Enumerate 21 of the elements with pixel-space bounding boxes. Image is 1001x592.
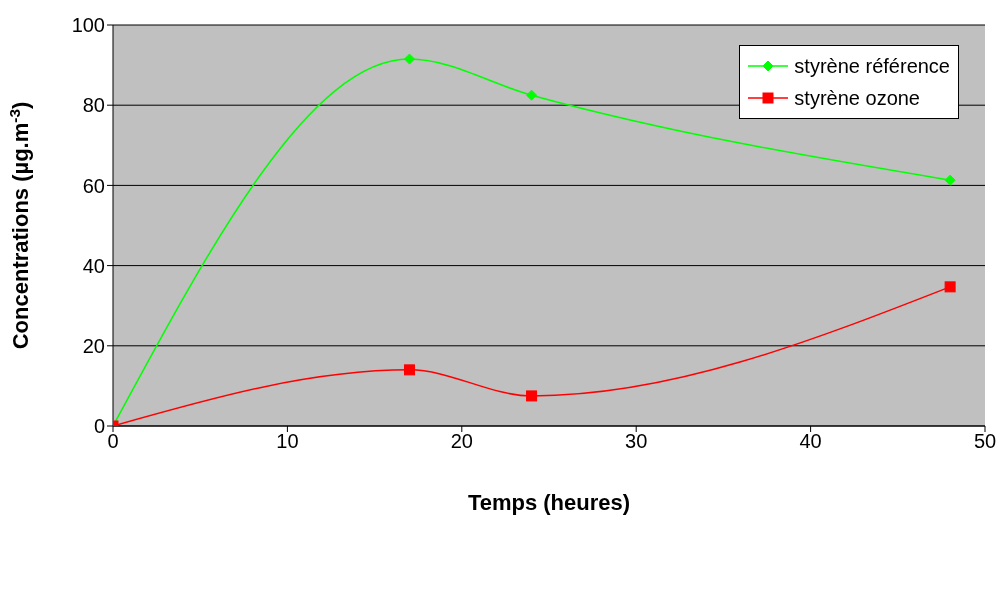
y-tick-label: 40 [82,254,105,277]
point [403,53,415,65]
point [526,390,538,402]
legend-label: styrène référence [794,54,950,78]
x-tick-label: 50 [973,430,997,453]
y-tick-label: 100 [71,14,105,37]
y-tick-label: 20 [82,334,105,357]
x-tick-label: 0 [107,430,119,453]
x-tick-label: 10 [276,430,299,453]
y-tick-label: 80 [82,94,105,117]
point [944,174,956,186]
x-axis-title: Temps (heures) [467,490,631,515]
point [526,89,538,101]
x-tick-label: 40 [799,430,822,453]
x-tick-label: 20 [450,430,473,453]
x-tick-label: 30 [625,430,648,453]
y-tick-label: 0 [93,415,105,438]
legend-label: styrène ozone [794,86,920,110]
point [403,364,415,376]
point [944,281,956,293]
y-tick-label: 60 [82,174,105,197]
